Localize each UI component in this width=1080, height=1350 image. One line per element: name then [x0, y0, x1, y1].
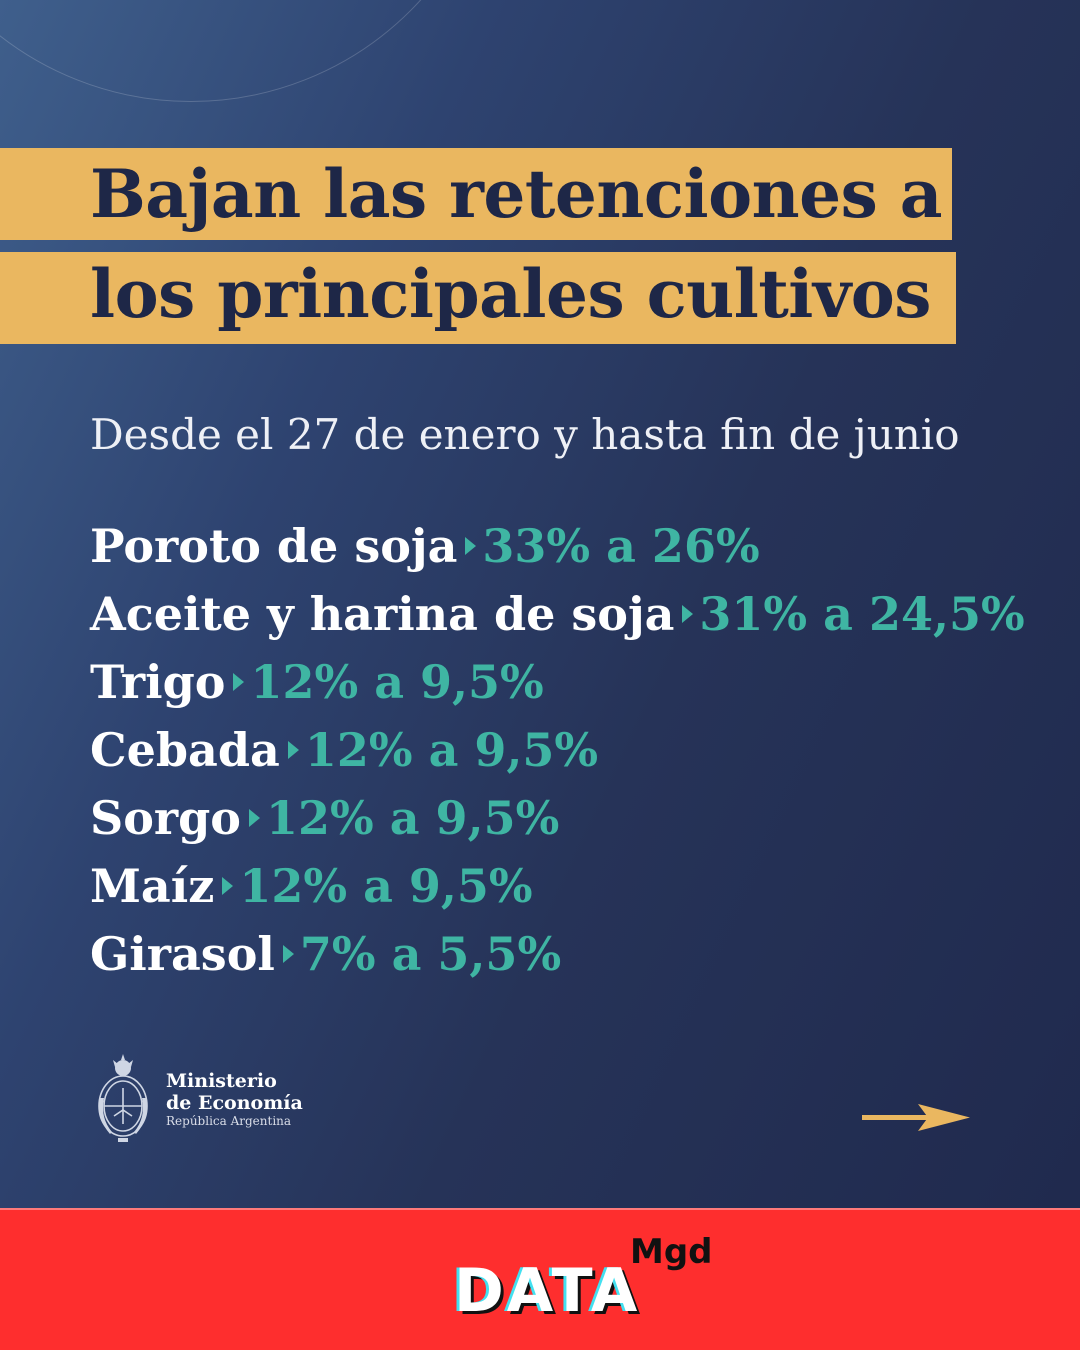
caret-right-icon	[222, 877, 234, 895]
caret-right-icon	[248, 809, 260, 827]
crop-name: Trigo	[90, 655, 226, 709]
title-highlight-2	[0, 252, 956, 344]
post-card: Bajan las retenciones a los principales …	[0, 0, 1080, 1208]
crop-rate: 33% a 26%	[482, 519, 760, 573]
caret-right-icon	[465, 537, 477, 555]
crop-rate: 12% a 9,5%	[250, 655, 544, 709]
decorative-arc	[0, 0, 502, 102]
ministry-text: Ministerio de Economía República Argenti…	[166, 1070, 303, 1128]
brand-superscript: Mgd	[630, 1232, 713, 1272]
crop-name: Maíz	[90, 859, 215, 913]
crop-rate: 31% a 24,5%	[699, 587, 1025, 641]
crop-name: Aceite y harina de soja	[90, 587, 675, 641]
brand-data-logo: DATA	[454, 1256, 641, 1326]
ministry-line-2: de Economía	[166, 1092, 303, 1115]
ministry-logo: Ministerio de Economía República Argenti…	[92, 1048, 303, 1152]
crop-rate: 12% a 9,5%	[304, 723, 599, 777]
crop-name: Girasol	[90, 927, 275, 981]
ministry-emblem-icon	[98, 1054, 148, 1142]
caret-right-icon	[282, 945, 294, 963]
footer-banner	[0, 1208, 1080, 1350]
subtitle: Desde el 27 de enero y hasta fin de juni…	[90, 410, 960, 459]
ministry-line-1: Ministerio	[166, 1070, 277, 1093]
crop-name: Poroto de soja	[90, 519, 458, 573]
crop-rate: 12% a 9,5%	[239, 859, 533, 913]
title-highlight-1	[0, 148, 952, 240]
crop-list: Poroto de soja 33% a 26% Aceite y harina…	[90, 512, 1025, 988]
crop-row: Maíz 12% a 9,5%	[90, 852, 1025, 920]
caret-right-icon	[233, 673, 245, 691]
next-arrow-icon[interactable]	[862, 1102, 972, 1134]
crop-name: Cebada	[90, 723, 280, 777]
crop-row: Trigo 12% a 9,5%	[90, 648, 1025, 716]
title-line-2: los principales cultivos	[90, 255, 931, 333]
crop-name: Sorgo	[90, 791, 241, 845]
title-line-1: Bajan las retenciones a	[90, 155, 943, 233]
crop-row: Aceite y harina de soja 31% a 24,5%	[90, 580, 1025, 648]
crop-row: Cebada 12% a 9,5%	[90, 716, 1025, 784]
caret-right-icon	[287, 741, 299, 759]
crop-row: Poroto de soja 33% a 26%	[90, 512, 1025, 580]
caret-right-icon	[682, 605, 694, 623]
crop-row: Sorgo 12% a 9,5%	[90, 784, 1025, 852]
crop-rate: 7% a 5,5%	[299, 927, 562, 981]
crop-row: Girasol 7% a 5,5%	[90, 920, 1025, 988]
ministry-line-3: República Argentina	[166, 1113, 292, 1128]
crop-rate: 12% a 9,5%	[265, 791, 560, 845]
